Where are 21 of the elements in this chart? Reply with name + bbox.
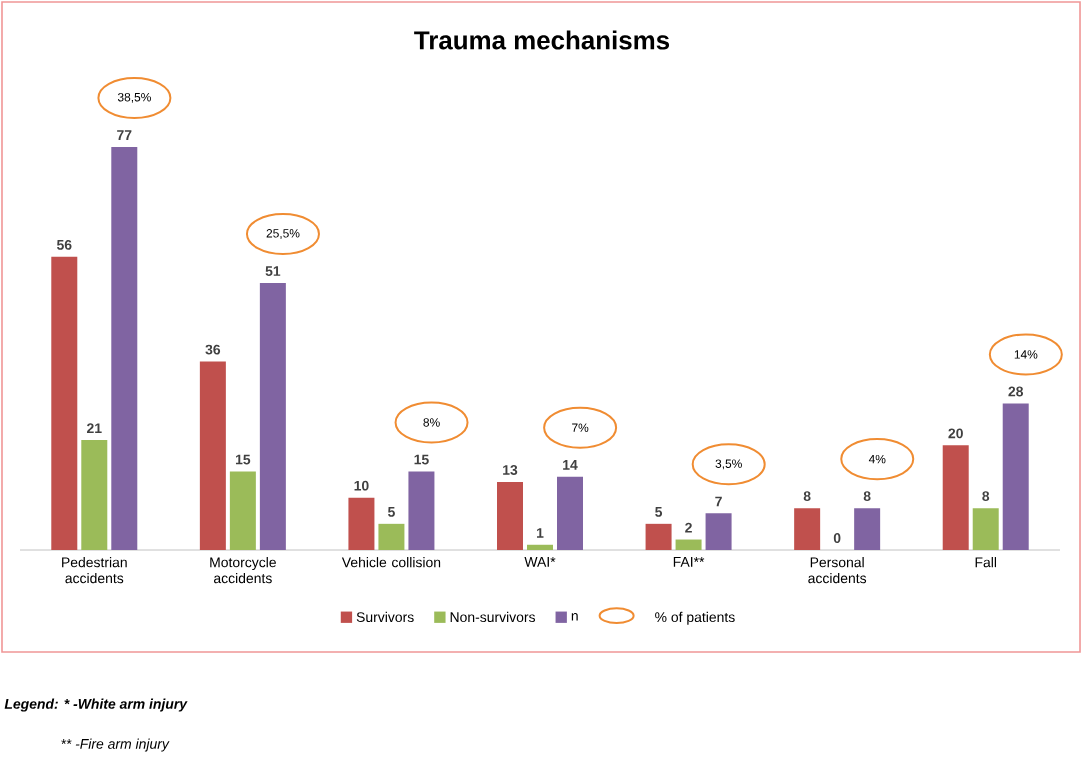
- bar: [51, 256, 78, 550]
- bar: [645, 523, 672, 550]
- bar: [1002, 403, 1029, 550]
- bar: [378, 523, 405, 550]
- bar: [111, 146, 138, 550]
- bar: [972, 508, 999, 550]
- bar: [942, 445, 969, 550]
- bar: [527, 544, 553, 550]
- bar: [81, 440, 108, 550]
- bar: [259, 283, 286, 550]
- bar: [794, 508, 821, 550]
- bar: [229, 471, 256, 550]
- bar: [408, 471, 435, 550]
- bar: [348, 497, 375, 550]
- bar: [675, 539, 702, 550]
- bar: [199, 361, 226, 550]
- bar: [705, 513, 732, 550]
- bar: [497, 481, 523, 550]
- bar: [854, 508, 881, 550]
- bar: [557, 476, 583, 550]
- chart-title: Trauma mechanisms: [414, 30, 670, 50]
